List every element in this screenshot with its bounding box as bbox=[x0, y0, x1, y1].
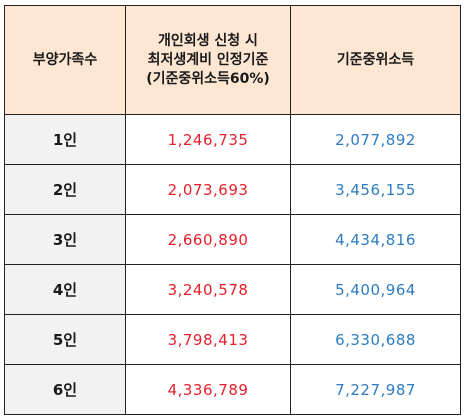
table-row: 5인 3,798,413 6,330,688 bbox=[4, 314, 461, 365]
header-median-income: 기준중위소득 bbox=[290, 5, 461, 115]
cell-min-living: 3,240,578 bbox=[125, 264, 291, 315]
cell-people: 1인 bbox=[4, 114, 126, 165]
table-row: 1인 1,246,735 2,077,892 bbox=[4, 114, 461, 165]
cell-people: 3인 bbox=[4, 214, 126, 265]
table-row: 2인 2,073,693 3,456,155 bbox=[4, 164, 461, 215]
cell-people: 5인 bbox=[4, 314, 126, 365]
cell-people: 2인 bbox=[4, 164, 126, 215]
cell-median: 3,456,155 bbox=[290, 164, 461, 215]
table-header-row: 부양가족수 개인회생 신청 시 최저생계비 인정기준 (기준중위소득60%) 기… bbox=[4, 5, 461, 115]
header-min-living-line2: 최저생계비 인정기준 bbox=[147, 51, 269, 68]
cell-min-living: 4,336,789 bbox=[125, 364, 291, 415]
cell-min-living: 2,073,693 bbox=[125, 164, 291, 215]
cell-min-living: 2,660,890 bbox=[125, 214, 291, 265]
cell-people: 4인 bbox=[4, 264, 126, 315]
cell-min-living: 1,246,735 bbox=[125, 114, 291, 165]
income-table: 부양가족수 개인회생 신청 시 최저생계비 인정기준 (기준중위소득60%) 기… bbox=[4, 5, 461, 415]
header-min-living-cost: 개인회생 신청 시 최저생계비 인정기준 (기준중위소득60%) bbox=[125, 5, 291, 115]
cell-people: 6인 bbox=[4, 364, 126, 415]
income-table-container: 부양가족수 개인회생 신청 시 최저생계비 인정기준 (기준중위소득60%) 기… bbox=[4, 5, 461, 415]
cell-min-living: 3,798,413 bbox=[125, 314, 291, 365]
cell-median: 4,434,816 bbox=[290, 214, 461, 265]
header-min-living-line1: 개인회생 신청 시 bbox=[158, 32, 258, 49]
table-row: 6인 4,336,789 7,227,987 bbox=[4, 364, 461, 415]
cell-median: 7,227,987 bbox=[290, 364, 461, 415]
table-row: 3인 2,660,890 4,434,816 bbox=[4, 214, 461, 265]
table-row: 4인 3,240,578 5,400,964 bbox=[4, 264, 461, 315]
header-min-living-line3: (기준중위소득60%) bbox=[146, 70, 270, 87]
cell-median: 6,330,688 bbox=[290, 314, 461, 365]
header-dependents: 부양가족수 bbox=[4, 5, 126, 115]
cell-median: 2,077,892 bbox=[290, 114, 461, 165]
cell-median: 5,400,964 bbox=[290, 264, 461, 315]
